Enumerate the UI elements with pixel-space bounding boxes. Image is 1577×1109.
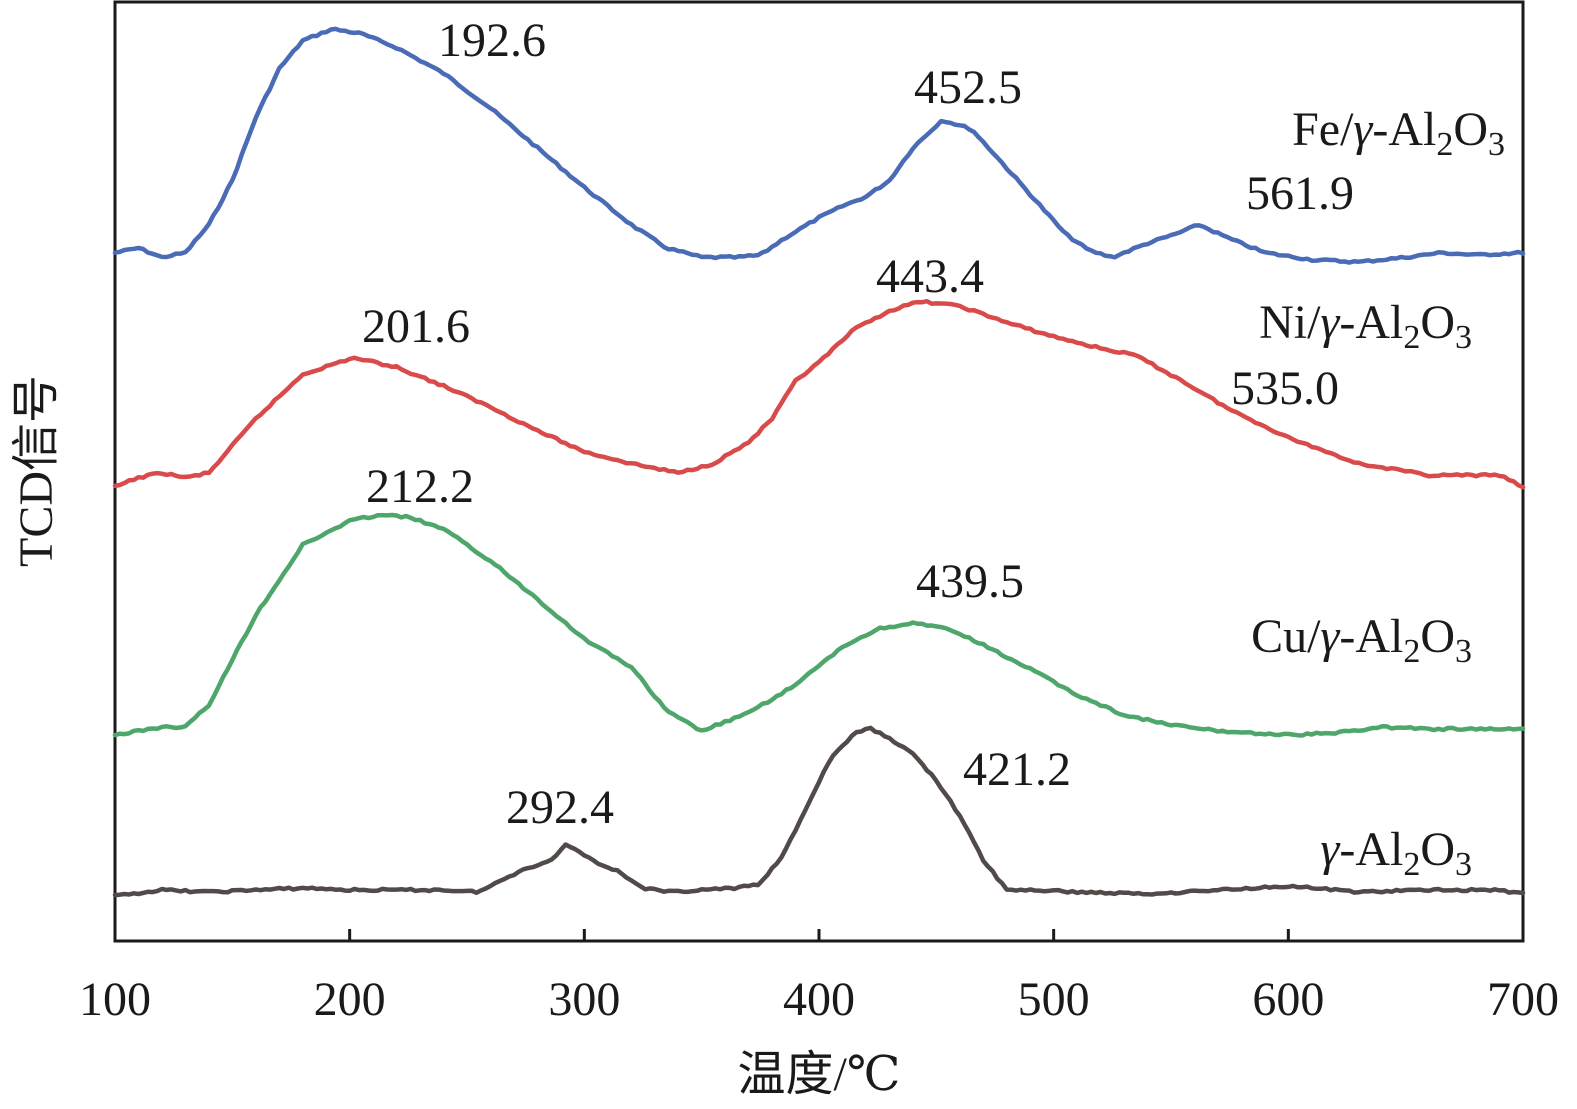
- peak-label: 192.6: [438, 14, 546, 67]
- series-label: Fe/γ-Al2O3: [1292, 103, 1505, 163]
- x-tick-label: 200: [314, 973, 386, 1026]
- peak-label: 421.2: [963, 743, 1071, 796]
- x-tick-label: 500: [1018, 973, 1090, 1026]
- series-label: Ni/γ-Al2O3: [1259, 296, 1472, 356]
- series-line: [112, 725, 1526, 898]
- series-line: [112, 512, 1526, 738]
- series-label: Cu/γ-Al2O3: [1251, 610, 1472, 670]
- x-tick-labels: 100 200 300 400 500 600 700: [79, 973, 1559, 1026]
- x-tick-label: 400: [783, 973, 855, 1026]
- x-tick-label: 300: [548, 973, 620, 1026]
- x-tick-label: 100: [79, 973, 151, 1026]
- peak-label: 535.0: [1231, 362, 1339, 415]
- peak-label: 452.5: [914, 61, 1022, 114]
- peak-label: 561.9: [1246, 167, 1354, 220]
- peak-label: 292.4: [506, 781, 614, 834]
- peak-label: 201.6: [362, 300, 470, 353]
- x-ticks: [113, 929, 1525, 941]
- peak-label: 439.5: [916, 555, 1024, 608]
- peak-label: 212.2: [366, 460, 474, 513]
- peak-labels: 192.6 452.5 561.9 201.6 443.4 535.0 212.2 439.5…: [362, 14, 1354, 834]
- curves: [112, 26, 1526, 898]
- series-line: [112, 26, 1526, 265]
- peak-label: 443.4: [876, 250, 984, 303]
- series-line: [112, 298, 1526, 490]
- x-tick-label: 600: [1252, 973, 1324, 1026]
- series-labels: Fe/γ-Al2O3 Ni/γ-Al2O3 Cu/γ-Al2O3 γ-Al2O3: [1251, 103, 1505, 883]
- x-tick-label: 700: [1487, 973, 1559, 1026]
- y-axis-title: TCD信号: [10, 375, 63, 567]
- x-axis-title: 温度/℃: [737, 1048, 900, 1101]
- series-label: γ-Al2O3: [1320, 823, 1472, 883]
